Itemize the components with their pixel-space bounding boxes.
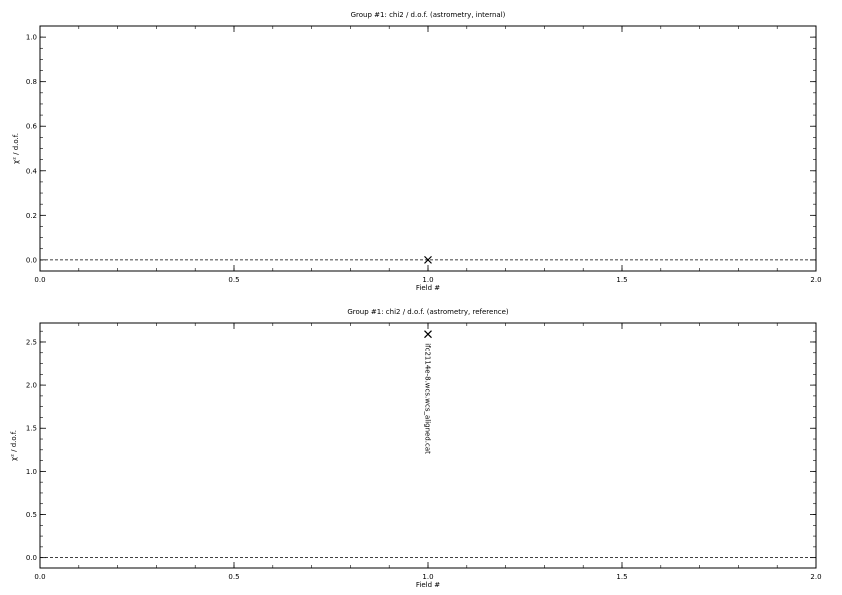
y-tick-label: 2.0 — [26, 382, 37, 390]
y-tick-label: 1.0 — [26, 468, 37, 476]
data-point-label: ifc2114e-8.wcs.wcs_aligned.cat — [424, 343, 432, 454]
x-tick-label: 2.0 — [810, 573, 821, 581]
chart-panel-1: Group #1: chi2 / d.o.f. (astrometry, int… — [12, 11, 822, 292]
x-axis-label: Field # — [416, 581, 440, 589]
y-tick-label: 0.6 — [26, 123, 38, 131]
y-tick-label: 0.4 — [26, 167, 38, 175]
y-tick-label: 0.0 — [26, 554, 37, 562]
y-tick-label: 1.0 — [26, 34, 37, 42]
plot-frame — [39, 25, 817, 272]
x-tick-label: 1.0 — [422, 276, 433, 284]
y-tick-label: 0.5 — [26, 511, 37, 519]
y-tick-label: 1.5 — [26, 425, 37, 433]
x-axis-label: Field # — [416, 284, 440, 292]
y-tick-label: 0.8 — [26, 78, 37, 86]
data-point-stroke — [424, 330, 432, 339]
x-tick-label: 0.0 — [34, 276, 45, 284]
y-axis-label: χ² / d.o.f. — [10, 430, 18, 461]
x-tick-label: 0.0 — [34, 573, 45, 581]
chart-panel-2: Group #1: chi2 / d.o.f. (astrometry, ref… — [10, 308, 822, 589]
y-tick-label: 0.2 — [26, 212, 37, 220]
x-tick-label: 0.5 — [228, 276, 239, 284]
y-tick-label: 0.0 — [26, 256, 37, 264]
y-axis-label: χ² / d.o.f. — [12, 133, 20, 164]
data-point-stroke — [424, 255, 432, 264]
chart-title: Group #1: chi2 / d.o.f. (astrometry, int… — [351, 11, 506, 19]
y-tick-label: 2.5 — [26, 338, 37, 346]
data-point — [424, 255, 432, 264]
x-tick-label: 1.5 — [616, 573, 627, 581]
x-tick-label: 0.5 — [228, 573, 239, 581]
chart-title: Group #1: chi2 / d.o.f. (astrometry, ref… — [347, 308, 509, 316]
x-tick-label: 2.0 — [810, 276, 821, 284]
x-tick-label: 1.5 — [616, 276, 627, 284]
data-point — [424, 330, 432, 339]
x-tick-label: 1.0 — [422, 573, 433, 581]
